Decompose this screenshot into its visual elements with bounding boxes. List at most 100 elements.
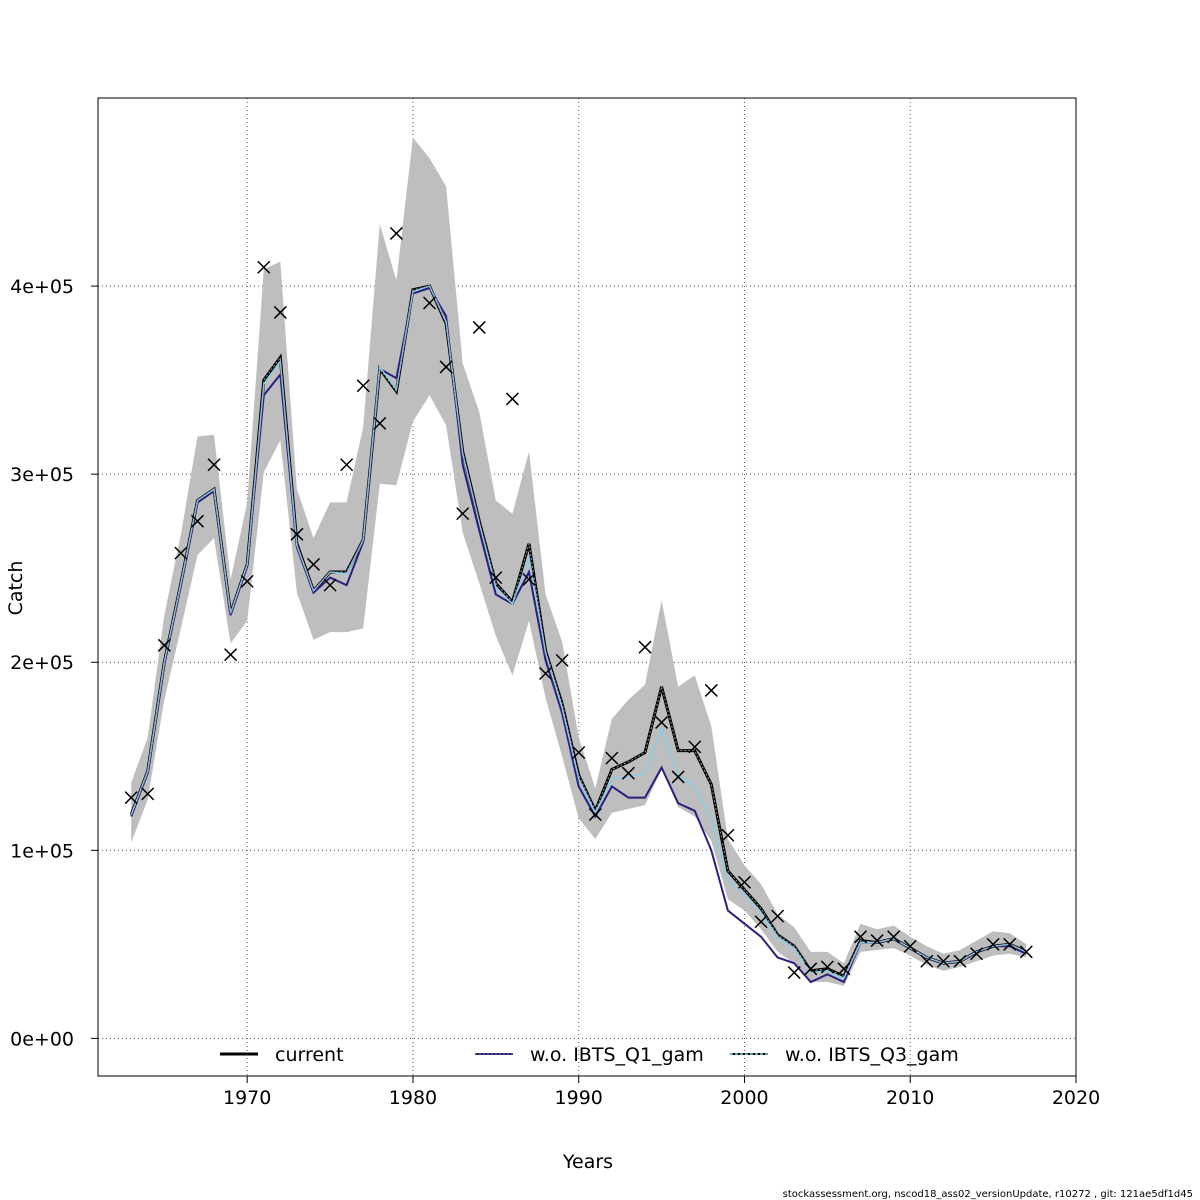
observed-mark-b [588,808,602,822]
y-tick-label-1: 1e+05 [10,840,74,862]
observed-mark-b [456,507,470,521]
observed-point-18 [439,360,453,374]
series-lines [129,284,1027,984]
observed-point-52 [1003,937,1017,951]
observed-mark-b [505,392,519,406]
x-axis-label: Years [562,1151,613,1173]
observed-point-45 [887,930,901,944]
observed-mark-b [721,828,735,842]
observed-mark-b [323,578,337,592]
observed-point-28 [605,751,619,765]
observed-point-20 [472,320,486,334]
observed-mark-b [820,960,834,974]
observed-point-41 [820,960,834,974]
observed-mark-b [804,962,818,976]
observed-mark-b [389,226,403,240]
legend: current w.o. IBTS_Q1_gam w.o. IBTS_Q3_gam [220,1044,959,1066]
observed-point-32 [671,770,685,784]
observed-mark-b [257,260,271,274]
observed-point-25 [555,653,569,667]
observed-mark-b [970,947,984,961]
observed-point-15 [373,416,387,430]
observed-point-13 [340,458,354,472]
observed-mark-b [489,571,503,585]
observed-point-33 [688,740,702,754]
observed-point-21 [489,571,503,585]
y-tick-label-0: 0e+00 [10,1028,74,1050]
x-tick-label-5: 2020 [1052,1087,1100,1109]
observed-point-8 [257,260,271,274]
observed-mark-b [704,683,718,697]
legend-label-2: w.o. IBTS_Q3_gam [785,1044,959,1066]
observed-mark-b [539,666,553,681]
observed-point-11 [306,557,321,571]
observed-mark-b [290,527,304,541]
observed-point-14 [356,379,370,393]
observed-mark-b [605,751,619,765]
observed-point-40 [804,962,818,976]
observed-mark-b [141,787,155,801]
observed-point-17 [422,296,437,310]
observed-mark-b [572,745,586,760]
observed-mark-b [439,360,453,374]
legend-item-2: w.o. IBTS_Q3_gam [730,1044,959,1066]
y-tick-label-2: 2e+05 [10,652,74,674]
observed-point-0 [124,791,138,805]
observed-point-35 [721,828,735,842]
observed-mark-b [273,305,287,319]
observed-mark-b [174,546,188,560]
observed-mark-b [422,296,437,310]
observed-point-9 [273,305,287,319]
observed-point-51 [986,937,1000,951]
observed-point-46 [903,939,917,953]
observed-mark-b [340,458,354,472]
observed-mark-b [887,930,901,944]
observed-mark-b [920,954,934,968]
observed-point-10 [290,527,304,541]
observed-mark-b [936,954,950,968]
observed-point-47 [920,954,934,968]
observed-point-48 [936,954,950,968]
observed-mark-b [655,715,669,729]
observed-mark-b [638,640,652,654]
series-line-current-dots [130,285,1027,977]
legend-label-0: current [275,1044,344,1066]
observed-point-6 [224,648,238,662]
legend-label-1: w.o. IBTS_Q1_gam [530,1044,704,1066]
observed-point-53 [1019,945,1033,959]
observed-point-31 [655,715,669,729]
observed-point-22 [505,392,519,406]
x-tick-label-0: 1970 [223,1087,271,1109]
observed-point-36 [737,875,752,889]
observed-mark-b [522,572,536,587]
observed-point-19 [456,507,470,521]
observed-point-2 [157,638,171,652]
footer-text: stockassessment.org, nscod18_ass02_versi… [783,1189,1193,1200]
observed-mark-b [621,766,635,780]
observed-mark-b [224,648,238,662]
observed-mark-b [157,638,171,652]
observed-point-37 [754,915,768,929]
x-tick-label-1: 1980 [389,1087,437,1109]
observed-mark-b [870,934,884,948]
observed-point-39 [787,966,801,980]
observed-mark-b [356,379,370,393]
observed-point-4 [190,514,204,528]
observed-point-44 [870,934,884,948]
observed-mark-b [190,514,204,528]
observed-point-24 [539,666,553,681]
observed-mark-b [837,962,851,976]
observed-mark-b [1003,937,1017,951]
observed-point-12 [323,578,337,592]
legend-item-1: w.o. IBTS_Q1_gam [475,1044,704,1066]
y-tick-label-3: 3e+05 [10,464,74,486]
observed-mark-b [671,770,685,784]
y-tick-label-4: 4e+05 [10,276,74,298]
observed-point-1 [141,787,155,801]
observed-point-27 [588,808,602,822]
observed-mark-b [306,557,321,571]
observed-mark-b [903,939,917,953]
observed-mark-b [754,915,768,929]
observed-mark-b [240,574,254,588]
